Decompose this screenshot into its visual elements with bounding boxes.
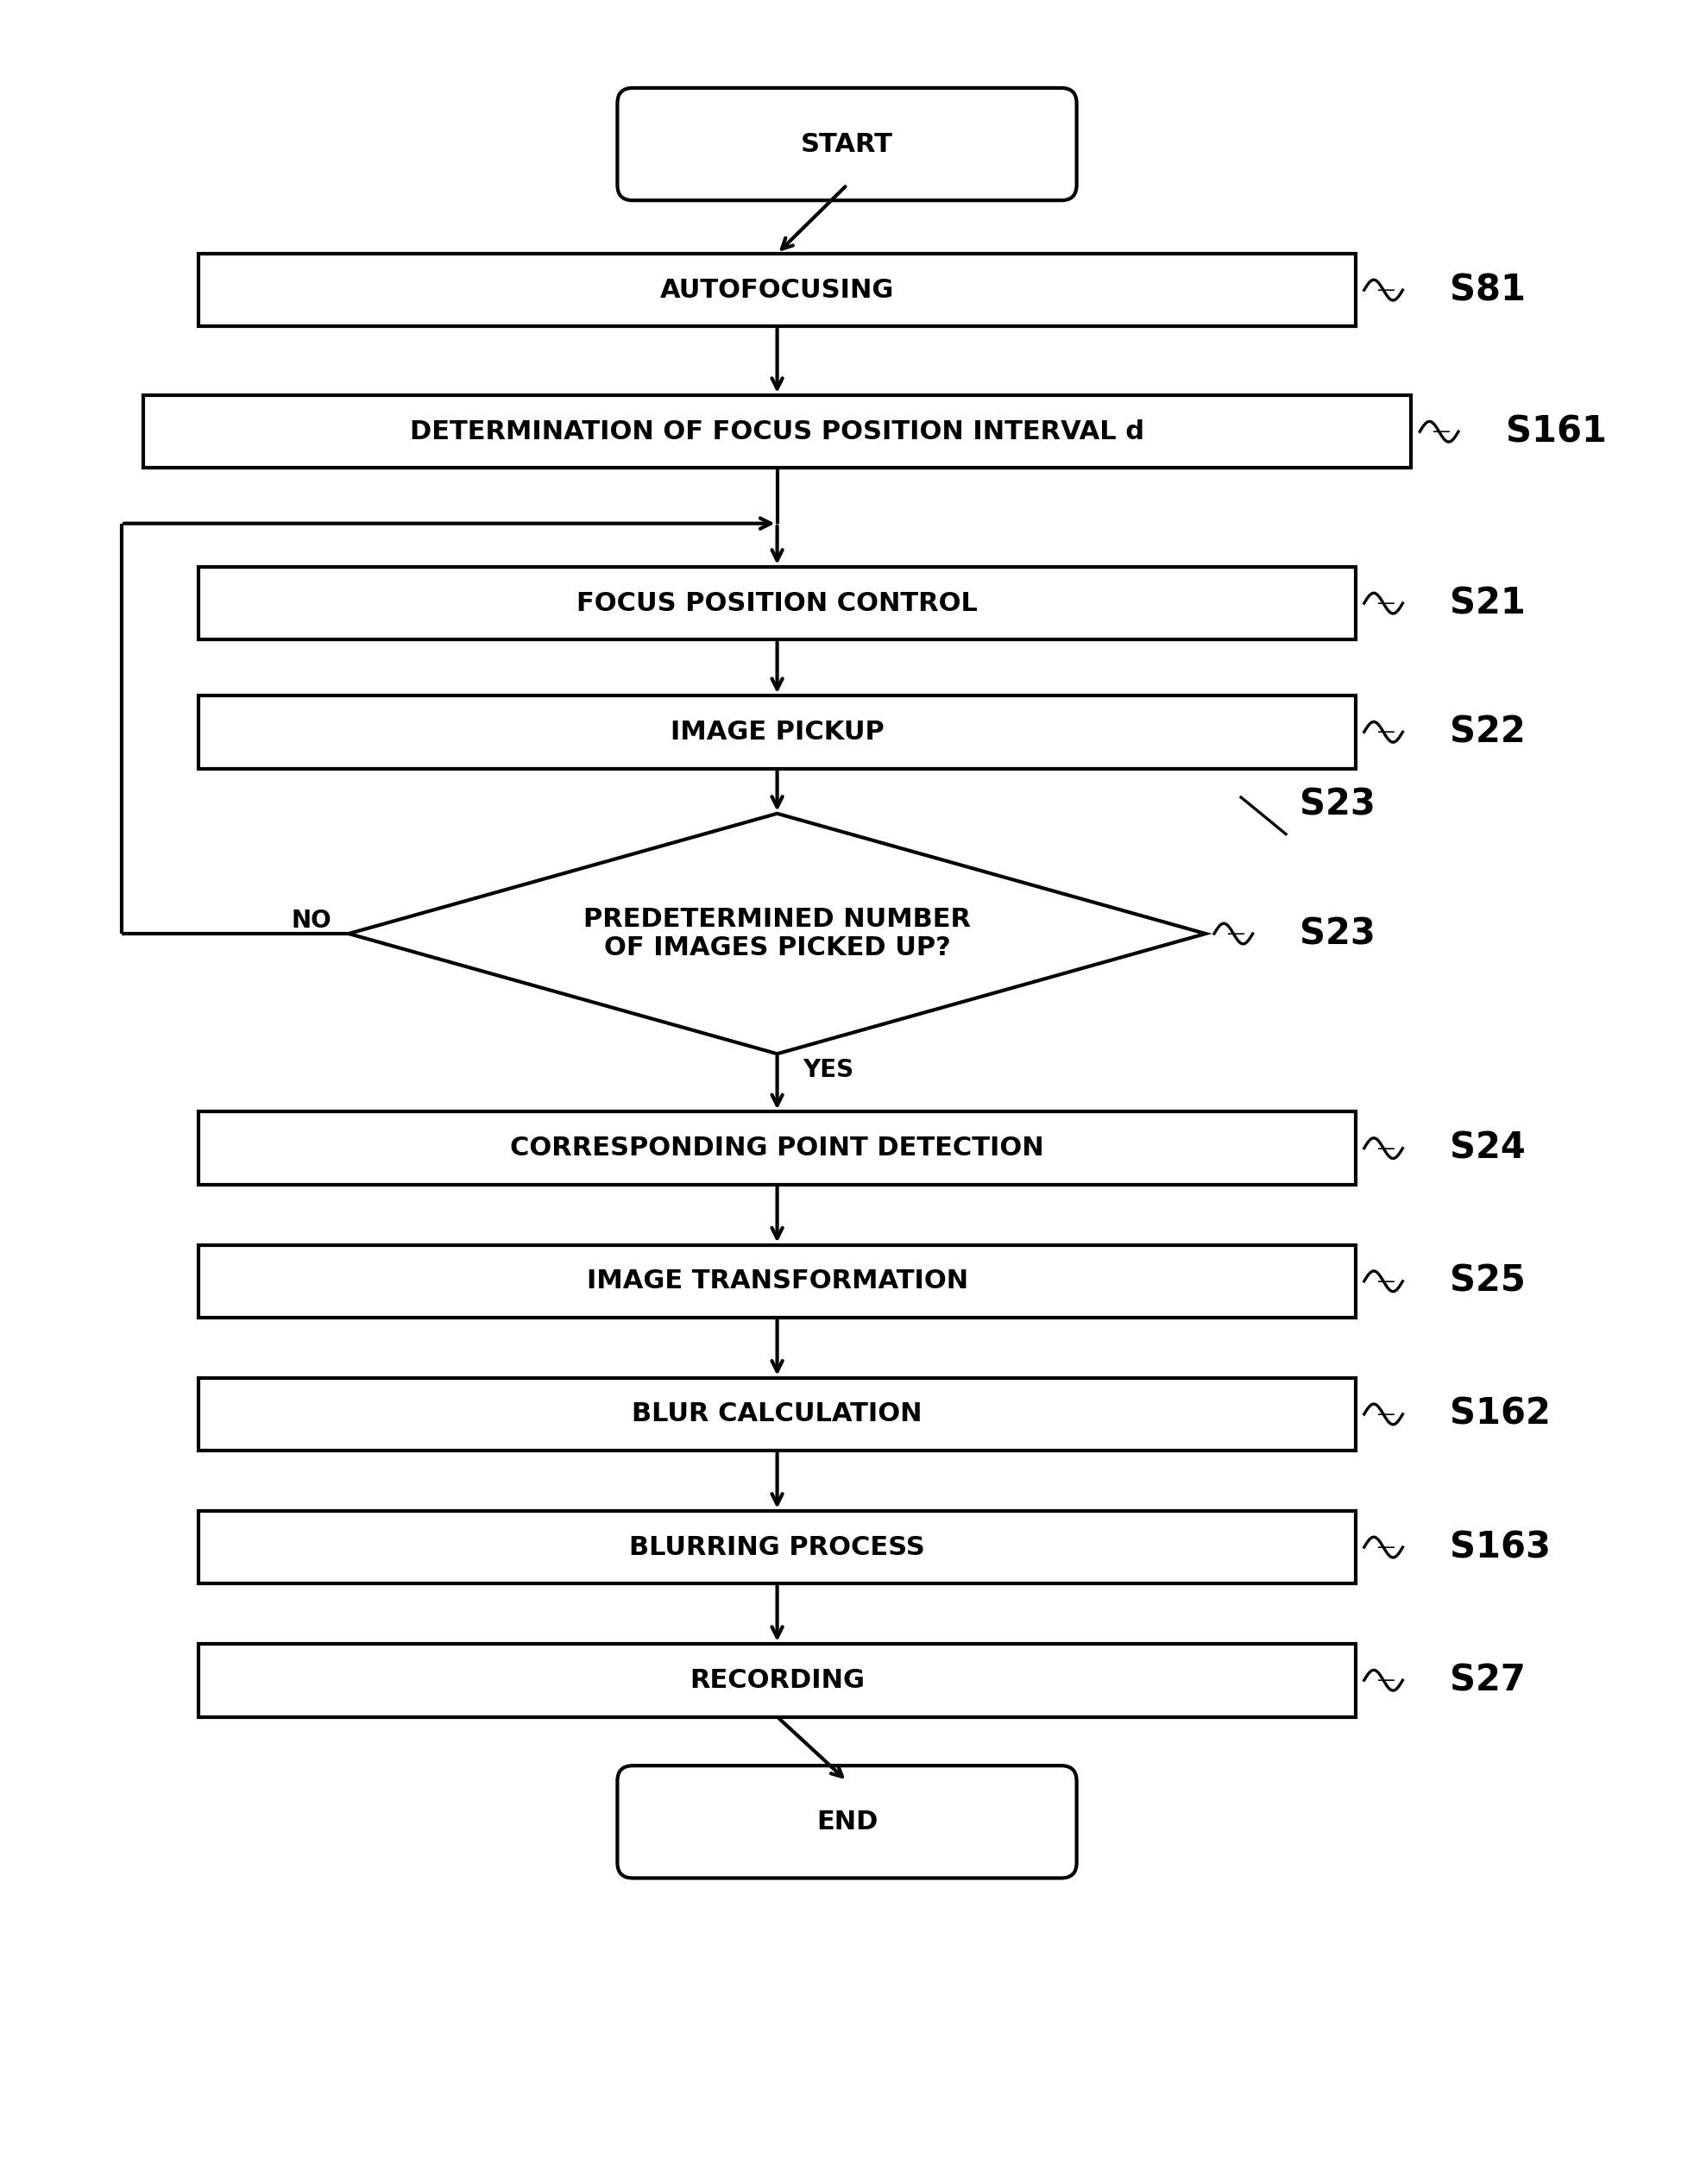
Bar — [198, 1645, 1355, 1717]
Text: BLUR CALCULATION: BLUR CALCULATION — [632, 1402, 922, 1426]
Text: —: — — [1226, 926, 1245, 941]
Polygon shape — [349, 812, 1206, 1055]
Bar — [198, 695, 1355, 769]
Text: IMAGE TRANSFORMATION: IMAGE TRANSFORMATION — [586, 1269, 967, 1293]
Text: START: START — [801, 131, 893, 157]
Text: —: — — [1377, 594, 1394, 612]
Text: —: — — [1377, 1273, 1394, 1291]
Text: —: — — [1377, 1406, 1394, 1422]
Bar — [198, 1378, 1355, 1450]
Text: YES: YES — [803, 1057, 854, 1083]
Bar — [198, 253, 1355, 328]
Text: S24: S24 — [1450, 1129, 1526, 1166]
Bar — [198, 1112, 1355, 1184]
Text: S161: S161 — [1506, 413, 1606, 450]
Text: S23: S23 — [1299, 915, 1376, 952]
Bar — [142, 395, 1411, 467]
Text: DETERMINATION OF FOCUS POSITION INTERVAL d: DETERMINATION OF FOCUS POSITION INTERVAL… — [410, 419, 1145, 443]
Text: S81: S81 — [1450, 273, 1526, 308]
Text: S162: S162 — [1450, 1396, 1550, 1433]
Text: S25: S25 — [1450, 1262, 1526, 1299]
Text: AUTOFOCUSING: AUTOFOCUSING — [661, 277, 894, 304]
Bar — [198, 568, 1355, 640]
Text: IMAGE PICKUP: IMAGE PICKUP — [671, 719, 884, 745]
FancyBboxPatch shape — [617, 1765, 1077, 1878]
Bar — [198, 1245, 1355, 1317]
Text: —: — — [1377, 1140, 1394, 1158]
Text: FOCUS POSITION CONTROL: FOCUS POSITION CONTROL — [576, 590, 977, 616]
Text: RECORDING: RECORDING — [689, 1669, 864, 1693]
Text: —: — — [1433, 424, 1450, 441]
Text: END: END — [817, 1808, 877, 1835]
Text: S22: S22 — [1450, 714, 1526, 749]
Text: —: — — [1377, 282, 1394, 299]
Text: —: — — [1377, 1538, 1394, 1555]
Text: S163: S163 — [1450, 1529, 1550, 1566]
Text: NO: NO — [291, 909, 332, 933]
Text: S23: S23 — [1299, 786, 1376, 823]
Text: CORRESPONDING POINT DETECTION: CORRESPONDING POINT DETECTION — [510, 1136, 1044, 1160]
FancyBboxPatch shape — [617, 87, 1077, 201]
Text: —: — — [1377, 723, 1394, 740]
Text: S21: S21 — [1450, 585, 1526, 622]
Text: PREDETERMINED NUMBER
OF IMAGES PICKED UP?: PREDETERMINED NUMBER OF IMAGES PICKED UP… — [583, 906, 971, 961]
Text: S27: S27 — [1450, 1662, 1526, 1699]
Text: —: — — [1377, 1671, 1394, 1688]
Bar — [198, 1511, 1355, 1583]
Text: BLURRING PROCESS: BLURRING PROCESS — [628, 1535, 925, 1559]
